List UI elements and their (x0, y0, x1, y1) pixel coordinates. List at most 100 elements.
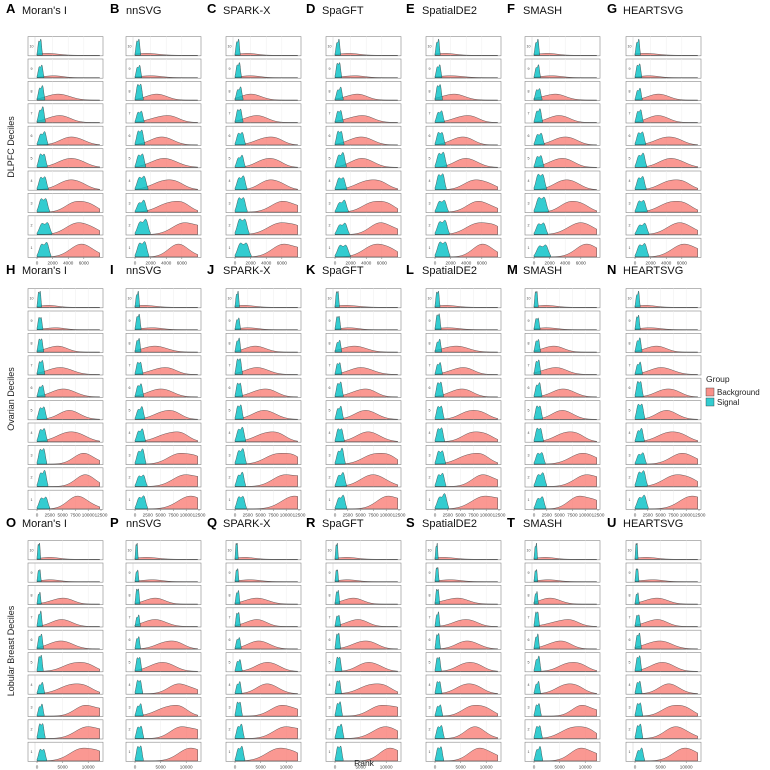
decile-strip (625, 333, 702, 353)
decile-strip (524, 125, 601, 146)
background-density (335, 705, 398, 717)
panel-letter: M (507, 262, 518, 277)
decile-label: 10 (527, 549, 531, 553)
background-density (36, 557, 100, 560)
decile-strip (625, 540, 702, 561)
signal-density (334, 405, 344, 420)
x-tick-label: 12500 (193, 513, 206, 518)
decile-label: 3 (629, 453, 631, 457)
decile-label: 10 (527, 297, 531, 301)
background-density (434, 431, 498, 442)
dataset-ylabel: DLPFC Deciles (6, 116, 16, 178)
method-title: SpaGFT (322, 5, 364, 17)
x-tick-label: 5000 (355, 513, 366, 518)
signal-density (634, 38, 641, 56)
decile-label: 7 (329, 616, 331, 620)
background-density (234, 619, 298, 627)
signal-density (334, 381, 344, 398)
x-tick-label: 2500 (45, 513, 56, 518)
decile-label: 7 (129, 112, 131, 116)
signal-density (634, 87, 643, 101)
method-title: nnSVG (126, 518, 161, 530)
signal-density (334, 177, 348, 190)
signal-density (36, 64, 45, 78)
signal-density (334, 62, 342, 78)
signal-density (36, 85, 46, 101)
decile-label: 1 (429, 246, 431, 250)
signal-density (334, 632, 341, 650)
signal-density (634, 655, 642, 672)
signal-density (134, 588, 141, 605)
signal-density (234, 495, 247, 510)
background-density (36, 327, 100, 330)
x-tick-label: 2500 (443, 513, 454, 518)
decile-label: 8 (429, 89, 431, 93)
decile-label: 8 (229, 89, 231, 93)
panel-letter: P (110, 515, 119, 530)
decile-label: 1 (429, 498, 431, 502)
decile-label: 4 (31, 431, 33, 435)
panel-letter: J (207, 262, 214, 277)
background-density (134, 705, 198, 717)
decile-label: 2 (329, 476, 331, 480)
method-title: SpatialDE2 (422, 265, 477, 277)
legend-swatch (705, 387, 715, 397)
decile-strip (524, 540, 601, 561)
signal-density (134, 745, 144, 762)
signal-density (634, 452, 647, 465)
decile-strip (27, 540, 104, 561)
signal-density (334, 542, 339, 560)
method-title: HEARTSVG (623, 518, 683, 530)
signal-density (36, 360, 45, 375)
decile-label: 4 (429, 431, 431, 435)
decile-label: 6 (229, 638, 231, 642)
background-density (234, 557, 298, 560)
decile-label: 4 (329, 683, 331, 687)
decile-label: 3 (528, 705, 530, 709)
decile-label: 7 (528, 616, 530, 620)
panel-letter: R (306, 515, 316, 530)
signal-density (134, 495, 148, 510)
decile-label: 6 (528, 386, 530, 390)
decile-label: 1 (129, 246, 131, 250)
decile-strip (27, 103, 104, 124)
background-density (134, 662, 198, 672)
decile-strip (27, 355, 104, 376)
signal-density (533, 382, 543, 398)
signal-density (234, 681, 243, 694)
background-density (533, 557, 597, 560)
decile-strip (425, 310, 502, 331)
signal-density (36, 198, 50, 213)
decile-strip (27, 58, 104, 79)
method-title: SMASH (523, 265, 562, 277)
signal-density (234, 197, 248, 213)
decile-strip (425, 629, 502, 650)
x-tick-label: 4000 (161, 261, 172, 266)
background-density (334, 136, 398, 146)
decile-label: 9 (31, 571, 33, 575)
signal-density (434, 681, 443, 694)
decile-label: 1 (129, 498, 131, 502)
decile-label: 10 (228, 297, 232, 301)
background-density (335, 747, 398, 762)
signal-density (134, 725, 144, 739)
x-tick-label: 0 (334, 261, 337, 266)
signal-density (36, 428, 48, 442)
x-tick-label: 5000 (155, 513, 166, 518)
background-density (634, 705, 698, 717)
decile-strip (625, 81, 702, 101)
background-density (134, 579, 198, 582)
decile-strip (325, 58, 402, 79)
decile-label: 6 (629, 134, 631, 138)
decile-label: 9 (229, 319, 231, 323)
signal-density (434, 611, 441, 627)
signal-density (334, 130, 345, 146)
x-tick-label: 2000 (445, 261, 456, 266)
signal-density (234, 659, 243, 672)
background-density (334, 726, 398, 739)
decile-strip (524, 58, 601, 79)
